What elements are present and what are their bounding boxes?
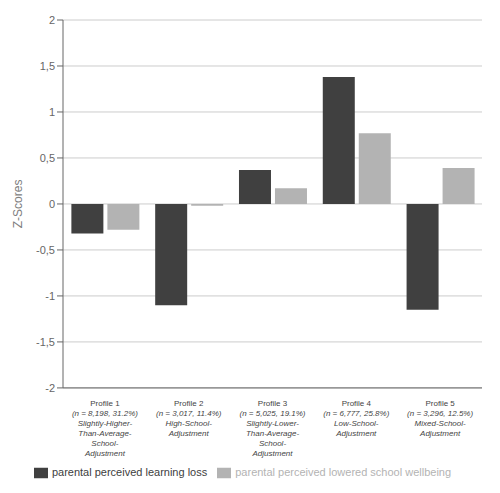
html-text:parental perceived lowered sch: parental perceived lowered school wellbe… xyxy=(235,465,452,478)
svg-text:2: 2 xyxy=(49,14,55,26)
html-text:parental perceived learning lo: parental perceived learning loss xyxy=(51,465,208,478)
svg-text:Profile 3(n = 5,025, 19.1%)Sli: Profile 3(n = 5,025, 19.1%)Slightly-Lowe… xyxy=(239,399,305,458)
svg-text:1: 1 xyxy=(49,106,55,118)
svg-text:Profile 5(n = 3,296, 12.5%)Mix: Profile 5(n = 3,296, 12.5%)Mixed-School-… xyxy=(407,399,473,438)
svg-text:Profile 2(n = 3,017, 11.4%)Hig: Profile 2(n = 3,017, 11.4%)High-School-A… xyxy=(156,399,222,438)
svg-text:Z-Scores: Z-Scores xyxy=(11,180,25,229)
svg-text:-2: -2 xyxy=(45,382,55,394)
svg-text:0: 0 xyxy=(49,198,55,210)
svg-text:0,5: 0,5 xyxy=(40,152,55,164)
svg-text:-1: -1 xyxy=(45,290,55,302)
svg-text:Profile 1(n = 8,198, 31.2%)Sli: Profile 1(n = 8,198, 31.2%)Slightly-High… xyxy=(72,399,138,458)
svg-text:-1,5: -1,5 xyxy=(36,336,55,348)
svg-text:Profile 4(n = 6,777, 25.8%)Low: Profile 4(n = 6,777, 25.8%)Low-School-Ad… xyxy=(323,399,389,438)
svg-text:1,5: 1,5 xyxy=(40,60,55,72)
svg-text:-0,5: -0,5 xyxy=(36,244,55,256)
